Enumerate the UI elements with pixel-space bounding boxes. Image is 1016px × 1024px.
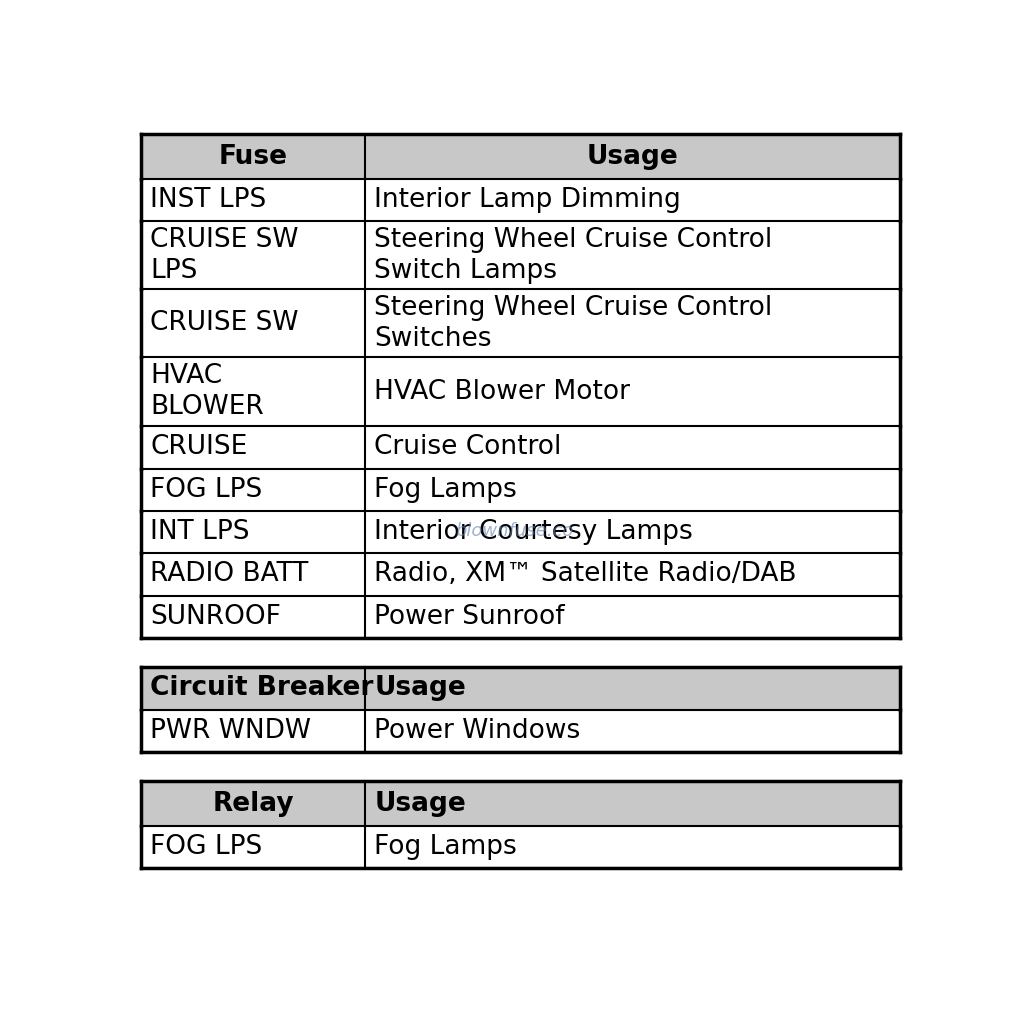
Text: Interior Courtesy Lamps: Interior Courtesy Lamps [374,519,693,545]
Bar [141,710,900,752]
Text: Radio, XM™ Satellite Radio/DAB: Radio, XM™ Satellite Radio/DAB [374,561,797,588]
Text: Relay: Relay [212,791,294,816]
Text: blownfuse.co: blownfuse.co [455,522,574,540]
Bar [141,596,900,638]
Text: Fog Lamps: Fog Lamps [374,477,517,503]
Text: Power Windows: Power Windows [374,718,580,743]
Bar [141,826,900,868]
Text: HVAC Blower Motor: HVAC Blower Motor [374,379,630,404]
Bar [141,469,900,511]
Text: HVAC
BLOWER: HVAC BLOWER [150,364,264,420]
Text: PWR WNDW: PWR WNDW [150,718,311,743]
Text: Steering Wheel Cruise Control
Switch Lamps: Steering Wheel Cruise Control Switch Lam… [374,227,772,284]
Bar [141,221,900,289]
Text: Fuse: Fuse [218,143,288,170]
Text: Usage: Usage [587,143,679,170]
Bar [141,357,900,426]
Text: CRUISE: CRUISE [150,434,248,461]
Text: Circuit Breaker: Circuit Breaker [150,676,374,701]
Text: RADIO BATT: RADIO BATT [150,561,309,588]
Bar [141,289,900,357]
Bar [141,426,900,469]
Text: Interior Lamp Dimming: Interior Lamp Dimming [374,187,681,213]
Text: INST LPS: INST LPS [150,187,266,213]
Text: FOG LPS: FOG LPS [150,835,262,860]
Text: Fog Lamps: Fog Lamps [374,835,517,860]
Bar [141,511,900,553]
Bar [141,134,900,179]
Bar [141,553,900,596]
Bar [141,668,900,710]
Text: CRUISE SW: CRUISE SW [150,310,299,336]
Text: Steering Wheel Cruise Control
Switches: Steering Wheel Cruise Control Switches [374,295,772,351]
Text: FOG LPS: FOG LPS [150,477,262,503]
Text: CRUISE SW
LPS: CRUISE SW LPS [150,227,299,284]
Bar [141,179,900,221]
Text: Usage: Usage [374,791,466,816]
Text: Cruise Control: Cruise Control [374,434,562,461]
Text: SUNROOF: SUNROOF [150,604,281,630]
Text: INT LPS: INT LPS [150,519,250,545]
Text: Usage: Usage [374,676,466,701]
Text: Power Sunroof: Power Sunroof [374,604,565,630]
Bar [141,781,900,826]
